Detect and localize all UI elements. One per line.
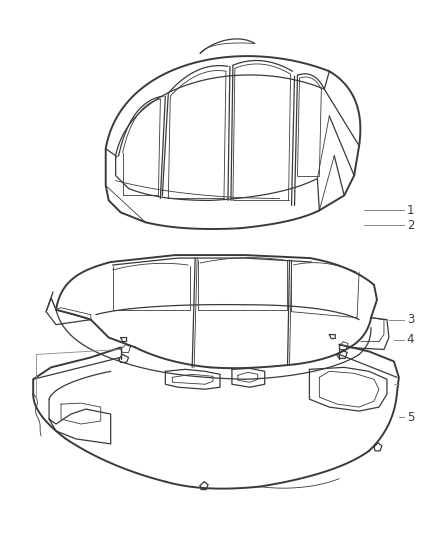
Text: 4: 4 [407, 333, 414, 346]
Text: 1: 1 [407, 204, 414, 217]
Text: 5: 5 [407, 410, 414, 424]
Text: 3: 3 [407, 313, 414, 326]
Text: 2: 2 [407, 219, 414, 232]
